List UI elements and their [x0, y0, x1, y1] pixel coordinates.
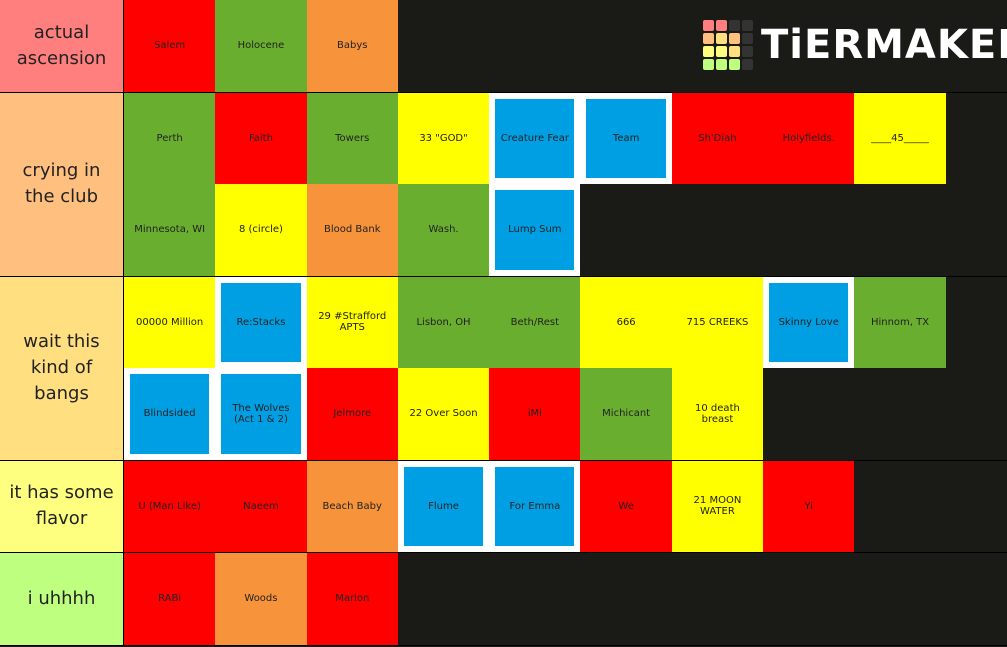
tier-item[interactable]: Jelmore: [306, 368, 398, 460]
tier-item[interactable]: Wash.: [397, 184, 490, 276]
tier-item[interactable]: Blindsided: [124, 368, 216, 460]
tier-item[interactable]: 8 (circle): [215, 184, 307, 276]
tier-item[interactable]: Beach Baby: [306, 460, 398, 552]
tier-label: i uhhhh: [0, 553, 124, 645]
tier-label: it has some flavor: [0, 460, 124, 552]
tier-item[interactable]: U (Man Like): [124, 460, 216, 552]
item-image: Lump Sum: [495, 190, 575, 270]
tier-item[interactable]: Re:Stacks: [215, 276, 307, 368]
tier-item[interactable]: Naeem: [215, 460, 307, 552]
tier-item[interactable]: Towers: [306, 92, 398, 184]
tier-item[interactable]: 21 MOON WATER: [671, 460, 764, 552]
tier-item[interactable]: Woods: [215, 553, 307, 645]
tier-item[interactable]: 666: [580, 276, 672, 368]
item-image: The Wolves (Act 1 & 2): [221, 374, 301, 454]
tier-item[interactable]: iMi: [489, 368, 581, 460]
logo-text: TiERMAKER: [761, 22, 1007, 68]
tier-row: i uhhhh RABi Woods Marion: [0, 553, 1007, 646]
tier-item[interactable]: 29 #Strafford APTS: [306, 276, 398, 368]
tier-item[interactable]: ____45_____: [854, 92, 946, 184]
tier-item[interactable]: 33 "GOD": [397, 92, 490, 184]
tier-item[interactable]: Michicant: [580, 368, 672, 460]
tier-item[interactable]: For Emma: [489, 460, 581, 552]
tier-items: 00000 Million Re:Stacks 29 #Strafford APTS…: [124, 276, 946, 460]
tier-row: crying in the club Perth Faith Towers 33 "GO…: [0, 92, 1007, 277]
item-image: Creature Fear: [495, 98, 575, 178]
tier-item[interactable]: Team: [580, 92, 672, 184]
item-image: For Emma: [495, 466, 575, 546]
tier-item[interactable]: Beth/Rest: [489, 276, 581, 368]
tier-items: Perth Faith Towers 33 "GOD" Creature Fear Tea…: [124, 92, 946, 276]
tier-row: it has some flavor U (Man Like) Naeem Beach…: [0, 460, 1007, 553]
tier-item[interactable]: 22 Over Soon: [397, 368, 490, 460]
tier-item[interactable]: The Wolves (Act 1 & 2): [215, 368, 307, 460]
tier-item[interactable]: 10 death breast: [671, 368, 764, 460]
tier-item[interactable]: We: [580, 460, 672, 552]
tier-item[interactable]: Skinny Love: [763, 276, 855, 368]
tier-item[interactable]: Hinnom, TX: [854, 276, 946, 368]
tier-label: wait this kind of bangs: [0, 276, 124, 460]
item-image: Team: [586, 98, 666, 178]
tier-item[interactable]: 715 CREEKS: [671, 276, 764, 368]
tier-item[interactable]: Holocene: [215, 0, 307, 92]
tier-item[interactable]: 00000 Million: [124, 276, 216, 368]
tier-item[interactable]: Perth: [124, 92, 216, 184]
tier-row: wait this kind of bangs 00000 Million Re:S…: [0, 276, 1007, 461]
logo-icon: [703, 20, 753, 70]
tier-label: actual ascension: [0, 0, 124, 92]
tier-item[interactable]: Lisbon, OH: [397, 276, 490, 368]
item-image: Re:Stacks: [221, 282, 301, 362]
tier-item[interactable]: Blood Bank: [306, 184, 398, 276]
tier-row: actual ascension Salem Holocene Babys: [0, 0, 1007, 93]
item-image: Blindsided: [130, 374, 210, 454]
tier-label: crying in the club: [0, 92, 124, 276]
tier-item[interactable]: Yi: [763, 460, 855, 552]
tier-item[interactable]: Faith: [215, 92, 307, 184]
tier-items: Salem Holocene Babys: [124, 0, 946, 92]
item-image: Skinny Love: [769, 282, 849, 362]
tier-item[interactable]: Babys: [306, 0, 398, 92]
item-image: Flume: [403, 466, 484, 546]
tier-item[interactable]: Flume: [397, 460, 490, 552]
tier-item[interactable]: Holyfields.: [763, 92, 855, 184]
tier-item[interactable]: Minnesota, WI: [124, 184, 216, 276]
tier-items: U (Man Like) Naeem Beach Baby Flume For Emma…: [124, 460, 946, 552]
tier-item[interactable]: Creature Fear: [489, 92, 581, 184]
tier-item[interactable]: Salem: [124, 0, 216, 92]
tier-item[interactable]: Marion: [306, 553, 398, 645]
logo: TiERMAKER: [703, 20, 1007, 70]
tier-items: RABi Woods Marion: [124, 553, 946, 645]
tier-item[interactable]: Lump Sum: [489, 184, 581, 276]
tier-item[interactable]: RABi: [124, 553, 216, 645]
tier-item[interactable]: Sh'Diah: [671, 92, 764, 184]
